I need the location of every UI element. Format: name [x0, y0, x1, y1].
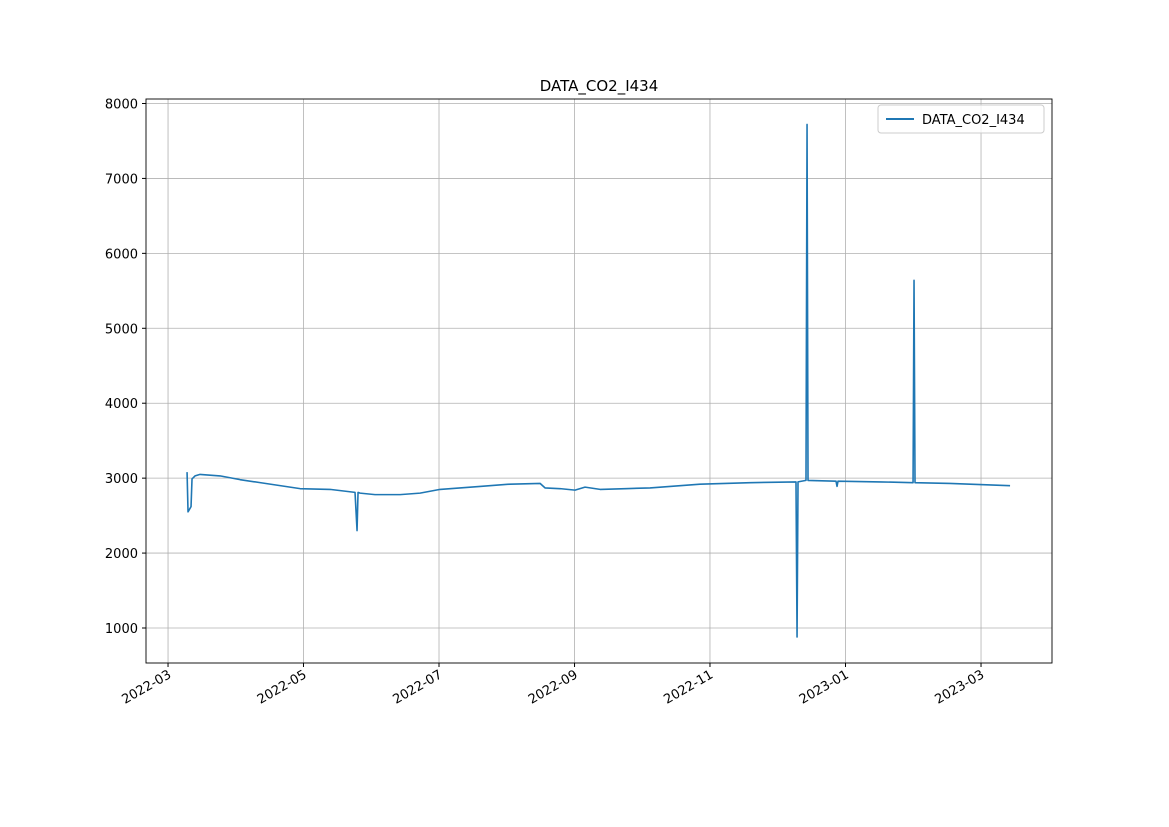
- x-tick-label: 2023-03: [932, 667, 987, 707]
- y-tick-label: 1000: [105, 622, 138, 637]
- x-tick-label: 2022-07: [390, 667, 445, 707]
- x-tick-label: 2022-05: [255, 667, 310, 707]
- y-tick-label: 7000: [105, 172, 138, 187]
- plot-frame: [145, 98, 1053, 664]
- y-tick-label: 2000: [105, 547, 138, 562]
- y-tick-label: 5000: [105, 322, 138, 337]
- y-tick-label: 3000: [105, 472, 138, 487]
- legend-box: [877, 104, 1045, 134]
- x-tick-label: 2022-11: [661, 667, 716, 707]
- x-tick-label: 2023-01: [797, 667, 852, 707]
- y-tick-label: 8000: [105, 97, 138, 112]
- x-tick-label: 2022-03: [119, 667, 174, 707]
- y-tick-label: 6000: [105, 247, 138, 262]
- y-tick-label: 4000: [105, 397, 138, 412]
- legend-label: DATA_CO2_I434: [922, 113, 1025, 128]
- data-line: [186, 123, 1011, 638]
- chart-title: DATA_CO2_I434: [540, 77, 659, 96]
- legend: DATA_CO2_I434: [877, 104, 1045, 134]
- x-tick-label: 2022-09: [526, 667, 581, 707]
